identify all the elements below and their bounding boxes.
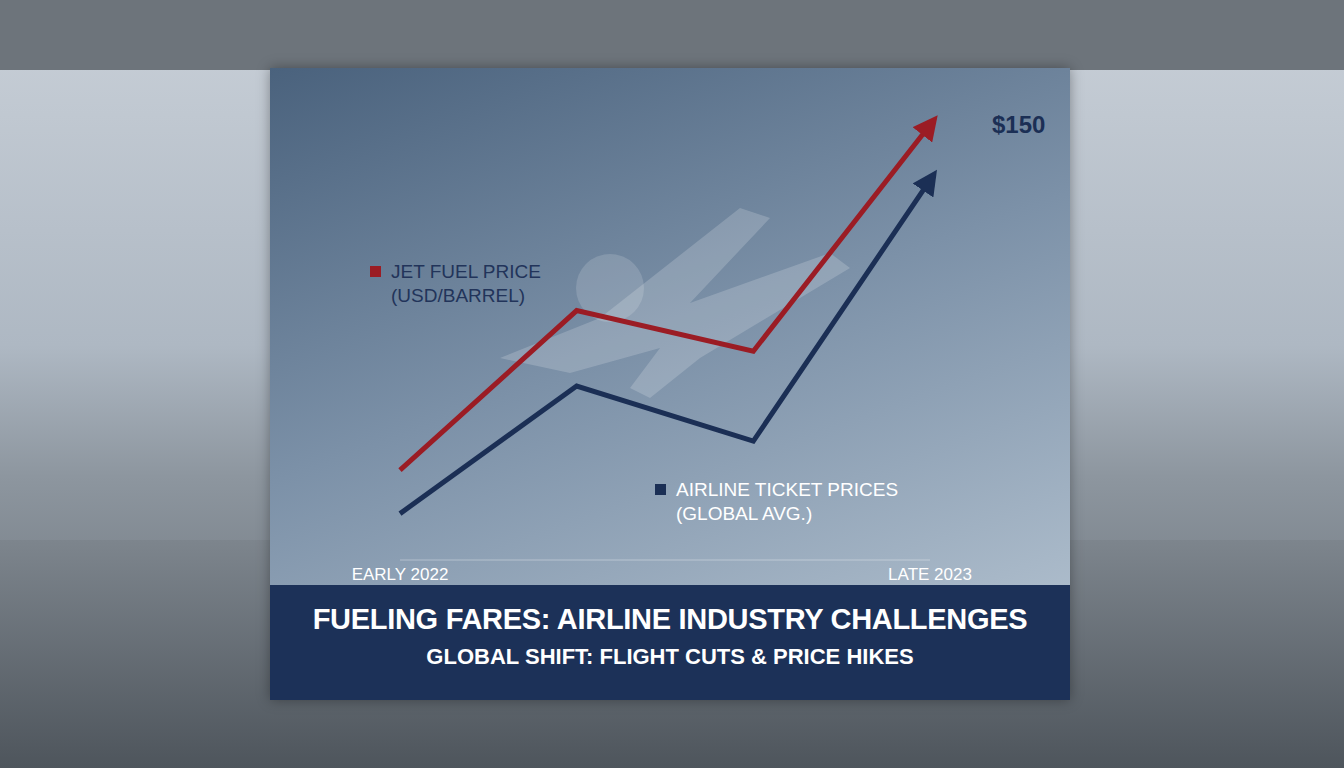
html-text:GLOBAL SHIFT: FLIGHT CUTS & PR: GLOBAL SHIFT: FLIGHT CUTS & PRICE HIKES — [426, 644, 914, 669]
svg-text:EARLY 2022: EARLY 2022 — [352, 565, 449, 584]
html-text:JET FUEL PRICE (USD/BARREL): JET FUEL PRICE (USD/BARREL) — [391, 261, 541, 306]
html-text:AIRLINE TICKET PRICES (GLOBAL: AIRLINE TICKET PRICES (GLOBAL AVG.) — [676, 479, 899, 524]
svg-text:$150: $150 — [992, 111, 1045, 138]
html-text:FUELING FARES: AIRLINE INDUSTR: FUELING FARES: AIRLINE INDUSTRY CHALLENG… — [312, 603, 1028, 635]
svg-text:LATE 2023: LATE 2023 — [888, 565, 972, 584]
